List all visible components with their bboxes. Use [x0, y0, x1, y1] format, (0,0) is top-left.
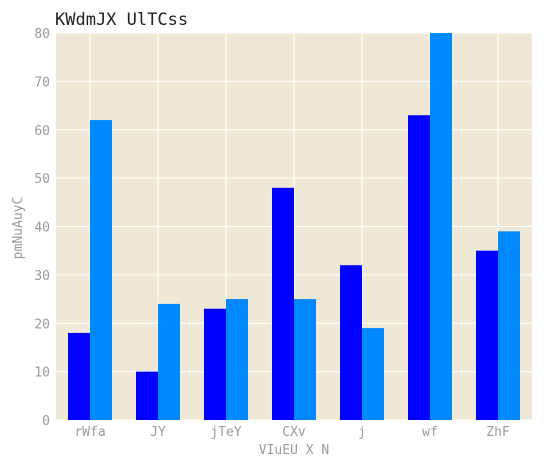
bar [136, 371, 158, 420]
x-tick-label: j [358, 425, 366, 440]
bar [158, 303, 180, 420]
x-tick-label: wf [422, 425, 438, 440]
y-tick-label: 60 [34, 124, 50, 139]
x-tick-label: jTeY [210, 425, 241, 440]
x-axis-label: VIuEU X N [259, 443, 329, 458]
bar [476, 250, 498, 420]
y-tick-label: 70 [34, 75, 50, 90]
bar [362, 328, 384, 420]
bar [294, 299, 316, 420]
bars [68, 33, 520, 421]
x-tick-label: ZhF [486, 425, 510, 440]
bar [408, 115, 430, 421]
y-tick-label: 50 [34, 172, 50, 187]
x-tick-label: rWfa [74, 425, 105, 440]
y-tick-label: 80 [34, 27, 50, 42]
y-tick-label: 0 [42, 414, 50, 429]
x-tick-label: JY [150, 425, 166, 440]
bar [498, 231, 520, 420]
bar [204, 308, 226, 420]
y-tick-label: 40 [34, 221, 50, 236]
bar [68, 332, 90, 420]
chart-title: KWdmJX UlTCss [55, 10, 188, 30]
y-tick-label: 30 [34, 269, 50, 284]
bar [226, 299, 248, 420]
bar [272, 187, 294, 420]
x-tick-label: CXv [282, 425, 306, 440]
y-axis-label: pmNuAuyC [11, 197, 26, 260]
y-axis: 0 10 20 30 40 50 60 70 80 [34, 27, 50, 429]
bar [340, 265, 362, 420]
bar [430, 33, 452, 420]
bar [90, 120, 112, 420]
x-axis: rWfa JY jTeY CXv j wf ZhF [74, 425, 510, 440]
y-tick-label: 20 [34, 317, 50, 332]
y-tick-label: 10 [34, 366, 50, 381]
